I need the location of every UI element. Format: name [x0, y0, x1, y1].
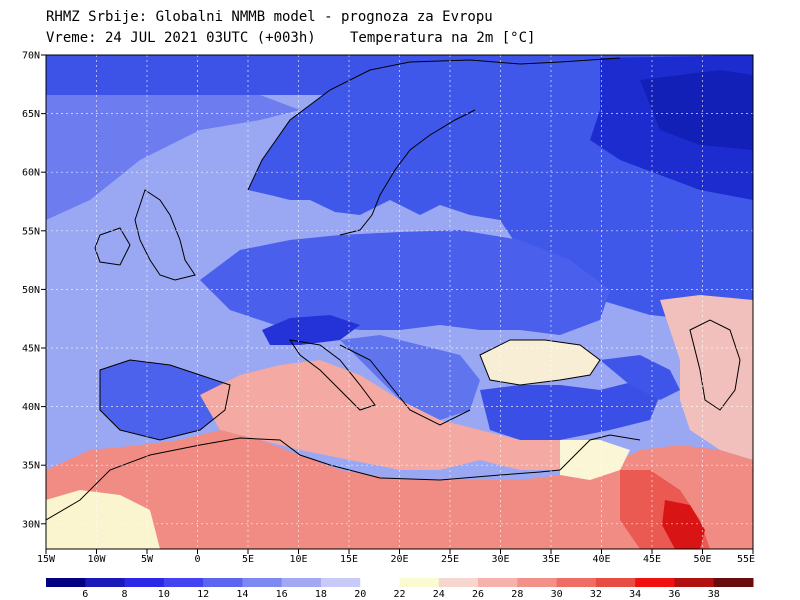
lat-label: 40N [22, 402, 40, 413]
lon-label: 5E [242, 554, 254, 565]
legend-swatch [46, 578, 86, 587]
lat-label: 50N [22, 285, 40, 296]
lon-label: 40E [592, 554, 610, 565]
legend-label: 36 [668, 589, 680, 600]
lon-label: 10E [289, 554, 307, 565]
levant-neutral [560, 440, 630, 480]
lat-labels: 30N 35N 40N 45N 50N 55N 60N 65N 70N [22, 51, 40, 531]
legend-swatch [360, 578, 400, 587]
legend-swatch [478, 578, 518, 587]
lon-label: 30E [491, 554, 509, 565]
legend-label: 12 [197, 589, 209, 600]
lon-label: 45E [643, 554, 661, 565]
lon-label: 5W [141, 554, 154, 565]
italy-coast [288, 339, 376, 411]
legend-swatch [281, 578, 322, 587]
scandinavia-coast [247, 57, 621, 236]
lat-label: 65N [22, 109, 40, 120]
lon-label: 35E [542, 554, 560, 565]
lon-labels: 15W 10W 5W 0 5E 10E 15E 20E 25E 30E 35E … [37, 554, 755, 565]
graticule [46, 55, 753, 549]
mediterranean-sea [200, 360, 560, 470]
legend-swatch [320, 578, 361, 587]
lon-label: 0 [194, 554, 200, 565]
legend-label: 38 [708, 589, 720, 600]
atlantic-cold-water [46, 95, 300, 220]
lon-label: 10W [87, 554, 106, 565]
legend-label: 10 [158, 589, 170, 600]
legend-swatch [163, 578, 204, 587]
caspian-coast [689, 319, 741, 411]
legend-swatch [635, 578, 675, 587]
legend-label: 18 [315, 589, 327, 600]
legend-swatch [556, 578, 597, 587]
legend-label: 26 [472, 589, 484, 600]
map-title: RHMZ Srbije: Globalni NMMB model - progn… [46, 9, 493, 25]
legend-swatch [595, 578, 636, 587]
legend-label: 14 [236, 589, 248, 600]
legend-swatch [438, 578, 479, 587]
legend-label: 34 [629, 589, 641, 600]
legend-swatch [674, 578, 715, 587]
legend-label: 28 [511, 589, 523, 600]
lon-label: 15W [37, 554, 56, 565]
iberia-coast [99, 359, 231, 441]
legend-swatch [203, 578, 243, 587]
legend-label: 22 [393, 589, 405, 600]
lon-label: 50E [693, 554, 711, 565]
central-europe-land [200, 230, 610, 335]
africa-coast [46, 437, 561, 521]
lat-label: 35N [22, 461, 40, 472]
legend-label: 8 [122, 589, 128, 600]
legend-label: 32 [590, 589, 602, 600]
forecast-time: Vreme: 24 JUL 2021 03UTC (+003h) [46, 30, 316, 46]
lat-label: 55N [22, 226, 40, 237]
black-sea [480, 340, 600, 385]
sahara-neutral [46, 490, 160, 549]
lon-label: 20E [390, 554, 408, 565]
lon-label: 25E [441, 554, 459, 565]
north-russia-core [640, 70, 753, 150]
legend-swatch [713, 578, 754, 587]
variable-label: Temperatura na 2m [°C] [350, 30, 536, 46]
lat-label: 45N [22, 344, 40, 355]
coastlines [46, 57, 741, 521]
balkan-coast [339, 339, 601, 426]
anatolia-land [480, 380, 660, 440]
legend-label: 16 [276, 589, 288, 600]
lon-label: 55E [737, 554, 755, 565]
lat-label: 30N [22, 519, 40, 530]
legend-swatch [399, 578, 440, 587]
balkans-land [340, 335, 480, 420]
legend-swatch [517, 578, 558, 587]
ireland-coast [94, 227, 131, 266]
caucasus-land [600, 355, 680, 400]
north-africa-land [46, 430, 753, 549]
legend-swatch [242, 578, 283, 587]
lat-label: 60N [22, 168, 40, 179]
lon-label: 15E [340, 554, 358, 565]
legend-swatch [85, 578, 126, 587]
steppe-warm [660, 295, 753, 460]
lat-label: 70N [22, 51, 40, 62]
legend-swatch [124, 578, 165, 587]
legend-label: 24 [433, 589, 445, 600]
gulf-very-hot [662, 500, 705, 549]
britain-coast [134, 189, 196, 281]
alps-cold [262, 315, 360, 345]
legend-label: 30 [551, 589, 563, 600]
tick-marks [41, 54, 754, 554]
color-legend: 6 8 10 12 14 16 18 20 22 24 26 28 30 32 34 36 38 [46, 578, 754, 600]
legend-label: 6 [82, 589, 88, 600]
levant-coast [559, 434, 641, 471]
legend-label: 20 [354, 589, 366, 600]
